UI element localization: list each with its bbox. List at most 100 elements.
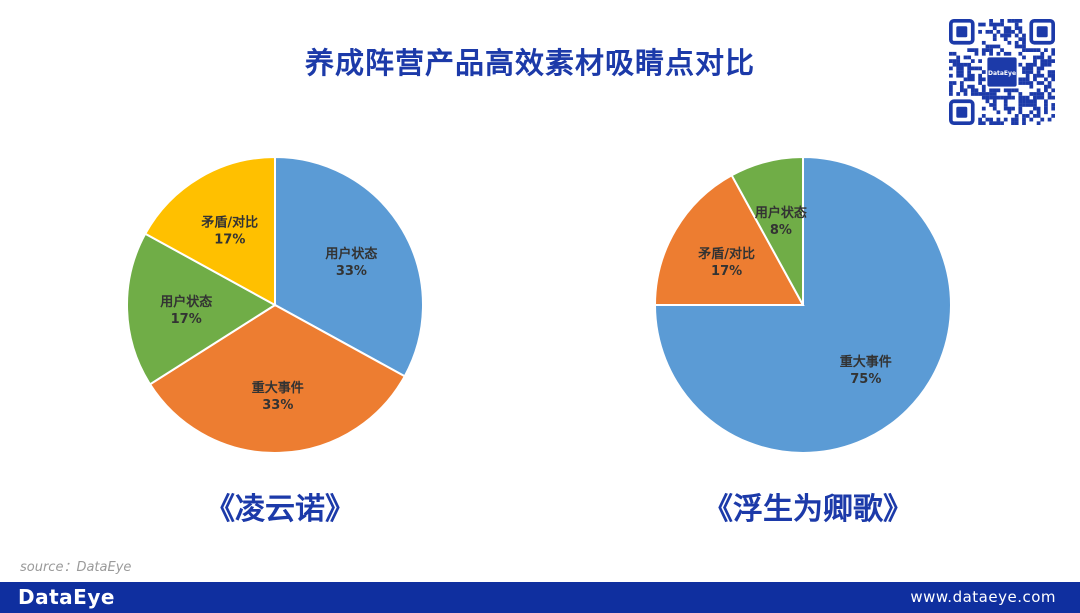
qr-module	[1047, 62, 1052, 67]
qr-module	[1051, 114, 1055, 118]
qr-module	[949, 51, 953, 56]
qr-module	[970, 84, 975, 89]
qr-module	[981, 95, 986, 100]
slice-value-1-0: 75%	[850, 372, 881, 387]
qr-module	[963, 77, 968, 82]
qr-module	[1007, 95, 1012, 100]
qr-module	[981, 88, 986, 93]
qr-module	[989, 29, 993, 34]
qr-module	[1033, 99, 1037, 104]
qr-module	[967, 55, 972, 60]
qr-module	[1011, 117, 1015, 122]
qr-module	[1011, 121, 1015, 125]
qr-module	[978, 59, 982, 63]
qr-module	[1036, 73, 1041, 78]
qr-module	[996, 51, 1001, 56]
qr-module	[985, 92, 990, 96]
qr-finder-outer-2	[949, 99, 975, 125]
qr-module	[952, 51, 957, 56]
qr-module	[1018, 106, 1023, 111]
qr-module	[1007, 40, 1012, 45]
qr-module	[1040, 62, 1045, 67]
slice-value-0-2: 17%	[171, 312, 202, 327]
qr-module	[956, 66, 961, 71]
qr-module	[1014, 22, 1019, 27]
qr-finder-inner-0	[956, 26, 968, 38]
qr-module	[1029, 62, 1034, 67]
qr-module	[963, 55, 968, 60]
qr-module	[981, 84, 986, 89]
qr-module	[1044, 88, 1048, 93]
qr-module	[1022, 55, 1026, 60]
qr-module	[985, 29, 990, 34]
qr-module	[1018, 62, 1023, 67]
qr-module	[1003, 51, 1008, 56]
qr-module	[1007, 92, 1012, 96]
qr-module	[1025, 66, 1030, 71]
qr-module	[1033, 95, 1037, 100]
qr-module	[1018, 44, 1023, 49]
qr-module	[949, 88, 953, 93]
slice-label-1-1: 矛盾/对比	[697, 246, 755, 262]
qr-module	[1040, 59, 1045, 63]
qr-module	[1029, 103, 1034, 107]
qr-module	[949, 92, 953, 96]
slice-label-0-0: 用户状态	[324, 246, 377, 262]
qr-module	[992, 37, 997, 42]
footer-website-link[interactable]: www.dataeye.com	[910, 588, 1056, 606]
qr-module	[1044, 48, 1048, 52]
qr-code: DataEye	[949, 19, 1055, 125]
qr-finder-outer-1	[1029, 19, 1055, 45]
qr-module	[1007, 33, 1012, 38]
qr-module	[974, 66, 979, 71]
qr-module	[949, 66, 953, 71]
slice-label-0-1: 重大事件	[252, 380, 304, 396]
qr-module	[989, 88, 993, 93]
pie-slice-0-2	[126, 232, 277, 386]
qr-module	[949, 81, 953, 85]
qr-module	[1029, 117, 1034, 122]
source-note: source：DataEye	[20, 560, 132, 575]
qr-module	[1003, 29, 1008, 34]
qr-module	[1003, 33, 1008, 38]
chart-name-fushengweiqingge: 《浮生为卿歌》	[703, 492, 913, 527]
qr-logo-text: DataEye	[988, 70, 1016, 77]
qr-module	[1007, 51, 1012, 56]
qr-module	[1033, 73, 1037, 78]
qr-module	[1036, 114, 1041, 118]
qr-module	[985, 44, 990, 49]
qr-module	[1022, 103, 1026, 107]
slice-label-0-3: 矛盾/对比	[200, 215, 258, 231]
qr-module	[1014, 88, 1019, 93]
qr-module	[989, 48, 993, 52]
qr-module	[996, 88, 1001, 93]
qr-module	[1040, 66, 1045, 71]
qr-module	[1047, 59, 1052, 63]
pie-slice-0-1	[148, 303, 407, 454]
pie-slice-1-2	[730, 155, 804, 306]
qr-module	[959, 84, 964, 89]
qr-module	[1036, 95, 1041, 100]
qr-module	[970, 92, 975, 96]
qr-module	[985, 99, 990, 104]
qr-module	[1029, 70, 1034, 74]
qr-module	[996, 22, 1001, 27]
qr-module	[956, 92, 961, 96]
qr-module	[949, 59, 953, 63]
qr-module	[989, 103, 993, 107]
qr-module	[1051, 59, 1055, 63]
qr-module	[949, 73, 953, 78]
qr-module	[956, 55, 961, 60]
qr-module	[981, 92, 986, 96]
qr-module	[970, 77, 975, 82]
qr-module	[974, 51, 979, 56]
qr-module	[952, 62, 957, 67]
slice-value-0-1: 33%	[262, 398, 293, 413]
qr-module	[1051, 73, 1055, 78]
qr-module	[1025, 99, 1030, 104]
qr-module	[1022, 117, 1026, 122]
qr-module	[1022, 70, 1026, 74]
qr-module	[1036, 110, 1041, 115]
qr-module	[1007, 110, 1012, 115]
qr-module	[1036, 70, 1041, 74]
